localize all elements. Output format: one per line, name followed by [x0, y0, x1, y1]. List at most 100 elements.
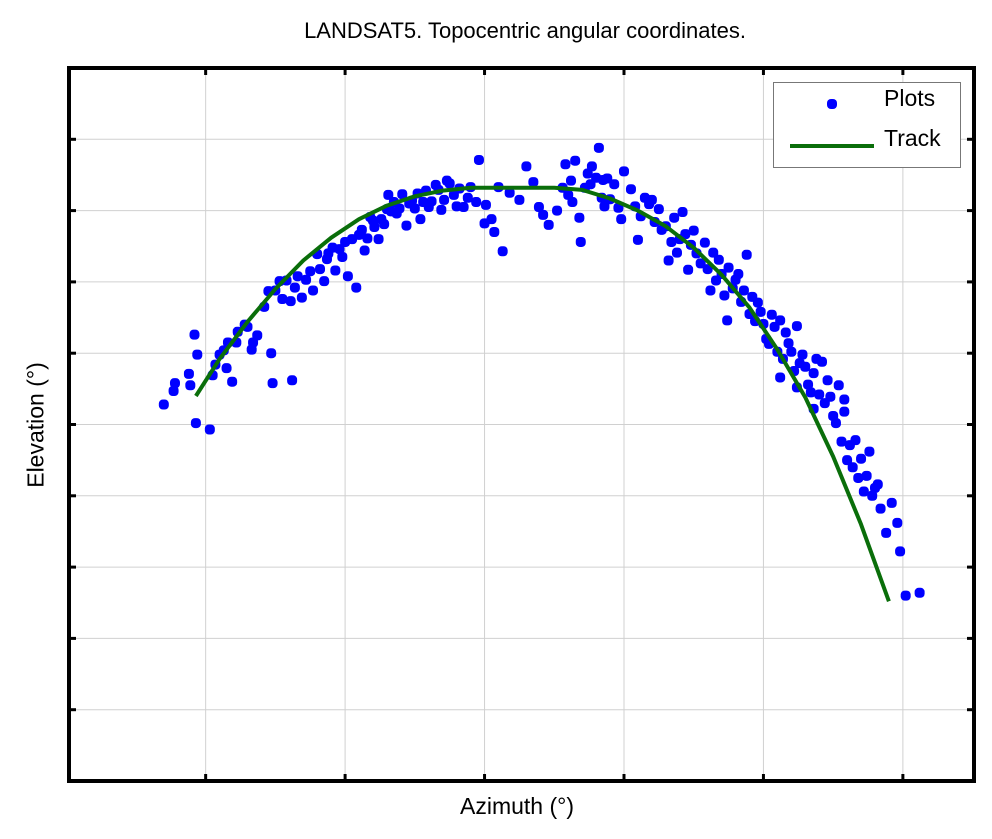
plot-point — [722, 315, 733, 326]
plot-point — [444, 178, 455, 189]
plot-point — [900, 590, 911, 601]
plot-point — [514, 194, 525, 205]
plot-point — [914, 587, 925, 598]
plot-point — [409, 203, 420, 214]
plot-point — [805, 387, 816, 398]
plot-point — [713, 254, 724, 265]
plot-point — [653, 204, 664, 215]
plot-point — [733, 269, 744, 280]
plot-point — [833, 380, 844, 391]
plot-point — [872, 479, 883, 490]
plot-point — [489, 226, 500, 237]
plot-point — [842, 455, 853, 466]
plot-point — [267, 378, 278, 389]
plot-point — [373, 234, 384, 245]
plot-point — [808, 368, 819, 379]
plot-point — [190, 418, 201, 429]
plot-point — [825, 391, 836, 402]
legend-label-plots: Plots — [884, 85, 936, 111]
plot-point — [616, 214, 627, 225]
plot-point — [486, 214, 497, 225]
plot-point — [566, 175, 577, 186]
plot-point — [803, 379, 814, 390]
plot-point — [567, 197, 578, 208]
plot-point — [285, 296, 296, 307]
plot-point — [359, 245, 370, 256]
plot-point — [351, 282, 362, 293]
plot-point — [688, 225, 699, 236]
legend: Plots Track — [773, 82, 961, 168]
plot-point — [538, 209, 549, 220]
plot-point — [570, 155, 581, 166]
plot-point — [292, 271, 303, 282]
plot-point — [632, 234, 643, 245]
plot-point — [158, 399, 169, 410]
plot-point — [875, 503, 886, 514]
x-axis-label: Azimuth (°) — [460, 793, 574, 819]
plot-point — [671, 247, 682, 258]
legend-item-plots: Plots — [774, 85, 960, 125]
plot-point — [342, 271, 353, 282]
plot-point — [277, 294, 288, 305]
plot-point — [480, 199, 491, 210]
plot-point — [369, 221, 380, 232]
plot-point — [574, 212, 585, 223]
plot-point — [609, 179, 620, 190]
plot-point — [699, 237, 710, 248]
legend-item-track: Track — [774, 125, 960, 165]
plot-point — [646, 194, 657, 205]
plot-point — [602, 173, 613, 184]
plot-point — [552, 205, 563, 216]
plot-point — [308, 285, 319, 296]
plot-point — [266, 348, 277, 359]
plot-point — [185, 380, 196, 391]
plot-point — [780, 327, 791, 338]
plot-point — [426, 196, 437, 207]
plot-point — [337, 251, 348, 262]
plot-point — [775, 372, 786, 383]
plot-point — [836, 436, 847, 447]
plot-point — [867, 490, 878, 501]
plot-point — [892, 517, 903, 528]
gridlines — [69, 68, 974, 781]
track-series — [194, 185, 891, 602]
plot-point — [436, 204, 447, 215]
plot-point — [625, 184, 636, 195]
plots-series — [158, 142, 925, 601]
plot-point — [786, 346, 797, 357]
plot-point — [817, 356, 828, 367]
plot-point — [791, 321, 802, 332]
plot-point — [296, 292, 307, 303]
plot-point — [315, 264, 326, 275]
plot-point — [663, 255, 674, 266]
plot-point — [397, 189, 408, 200]
plot-point — [394, 203, 405, 214]
plot-point — [708, 247, 719, 258]
plot-point — [695, 258, 706, 269]
plot-point — [864, 446, 875, 457]
plot-point — [705, 285, 716, 296]
plot-point — [330, 265, 341, 276]
plot-point — [301, 274, 312, 285]
plot-point — [895, 546, 906, 557]
plot-point — [183, 368, 194, 379]
plot-point — [334, 244, 345, 255]
plot-point — [719, 290, 730, 301]
plot-point — [473, 154, 484, 165]
plot-point — [858, 486, 869, 497]
plot-point — [458, 202, 469, 213]
plot-point — [847, 462, 858, 473]
plot-point — [618, 166, 629, 177]
plot-point — [881, 527, 892, 538]
plot-point — [839, 406, 850, 417]
plot-point — [560, 159, 571, 170]
plot-point — [415, 214, 426, 225]
plot-point — [738, 285, 749, 296]
plot-point — [886, 497, 897, 508]
plot-point — [504, 187, 515, 198]
plot-point — [839, 394, 850, 405]
plot-point — [856, 453, 867, 464]
plot-point — [723, 262, 734, 273]
legend-label-track: Track — [884, 125, 941, 151]
plot-point — [462, 192, 473, 203]
